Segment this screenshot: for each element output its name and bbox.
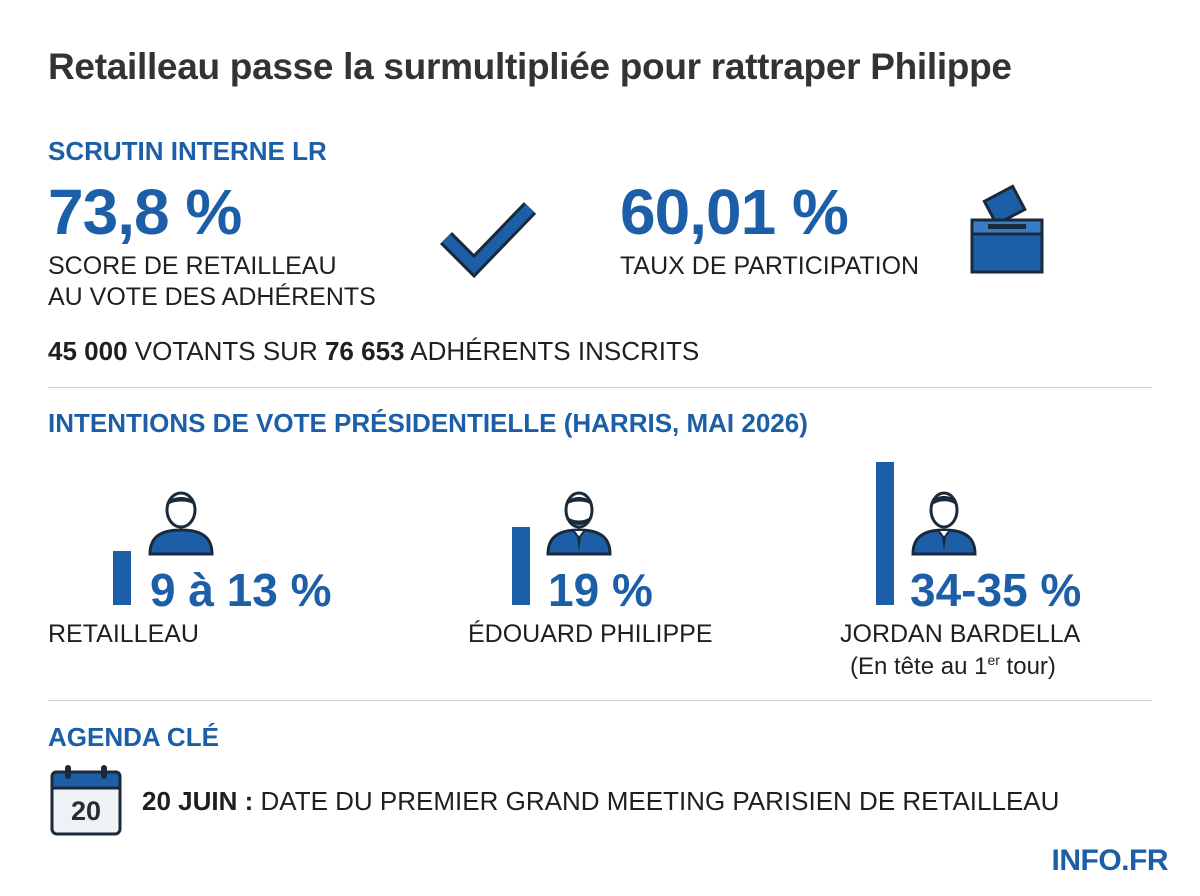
voters-count: 45 000: [48, 336, 128, 366]
section-heading-intentions: INTENTIONS DE VOTE PRÉSIDENTIELLE (HARRI…: [48, 408, 808, 438]
bar-retailleau: [113, 551, 131, 605]
name-philippe: ÉDOUARD PHILIPPE: [468, 620, 713, 648]
person-icon: [911, 491, 977, 556]
pct-retailleau: 9 à 13 %: [150, 564, 332, 616]
participation-caption: TAUX DE PARTICIPATION: [620, 252, 920, 280]
calendar-day: 20: [70, 796, 102, 826]
person-icon: [148, 491, 214, 556]
ballot-box-icon: [970, 184, 1044, 274]
brand-logo: INFO.FR: [1051, 844, 1169, 877]
agenda-description: DATE DU PREMIER GRAND MEETING PARISIEN D…: [260, 786, 1060, 816]
pct-bardella: 34-35 %: [910, 564, 1082, 616]
note-bardella: (En tête au 1er tour): [850, 652, 1056, 681]
members-count: 76 653: [324, 336, 405, 366]
members-text: ADHÉRENTS INSCRITS: [404, 336, 700, 366]
pct-philippe: 19 %: [548, 564, 653, 616]
divider: [48, 700, 1152, 701]
agenda-separator: :: [237, 786, 261, 816]
score-caption-line2: AU VOTE DES ADHÉRENTS: [48, 283, 376, 311]
bar-philippe: [512, 527, 530, 605]
name-retailleau: RETAILLEAU: [48, 620, 199, 648]
person-icon: [546, 491, 612, 556]
note-prefix: (En tête au 1: [850, 653, 988, 680]
divider: [48, 387, 1152, 388]
bar-bardella: [876, 462, 894, 605]
participation-value: 60,01 %: [620, 176, 849, 248]
score-value: 73,8 %: [48, 176, 242, 248]
voters-line: 45 000 VOTANTS SUR 76 653 ADHÉRENTS INSC…: [48, 336, 699, 367]
section-heading-scrutin: SCRUTIN INTERNE LR: [48, 136, 327, 166]
score-caption-line1: SCORE DE RETAILLEAU: [48, 252, 337, 280]
agenda-item: 20 JUIN : DATE DU PREMIER GRAND MEETING …: [142, 786, 1059, 817]
name-bardella: JORDAN BARDELLA: [840, 620, 1081, 648]
note-sup: er: [987, 652, 1000, 668]
checkmark-icon: [440, 202, 536, 278]
agenda-date: 20 JUIN: [142, 786, 238, 816]
page-title: Retailleau passe la surmultipliée pour r…: [48, 46, 1012, 87]
section-heading-agenda: AGENDA CLÉ: [48, 722, 219, 752]
calendar-icon: 20: [50, 764, 122, 836]
note-suffix: tour): [999, 653, 1056, 680]
voters-text: VOTANTS SUR: [127, 336, 325, 366]
